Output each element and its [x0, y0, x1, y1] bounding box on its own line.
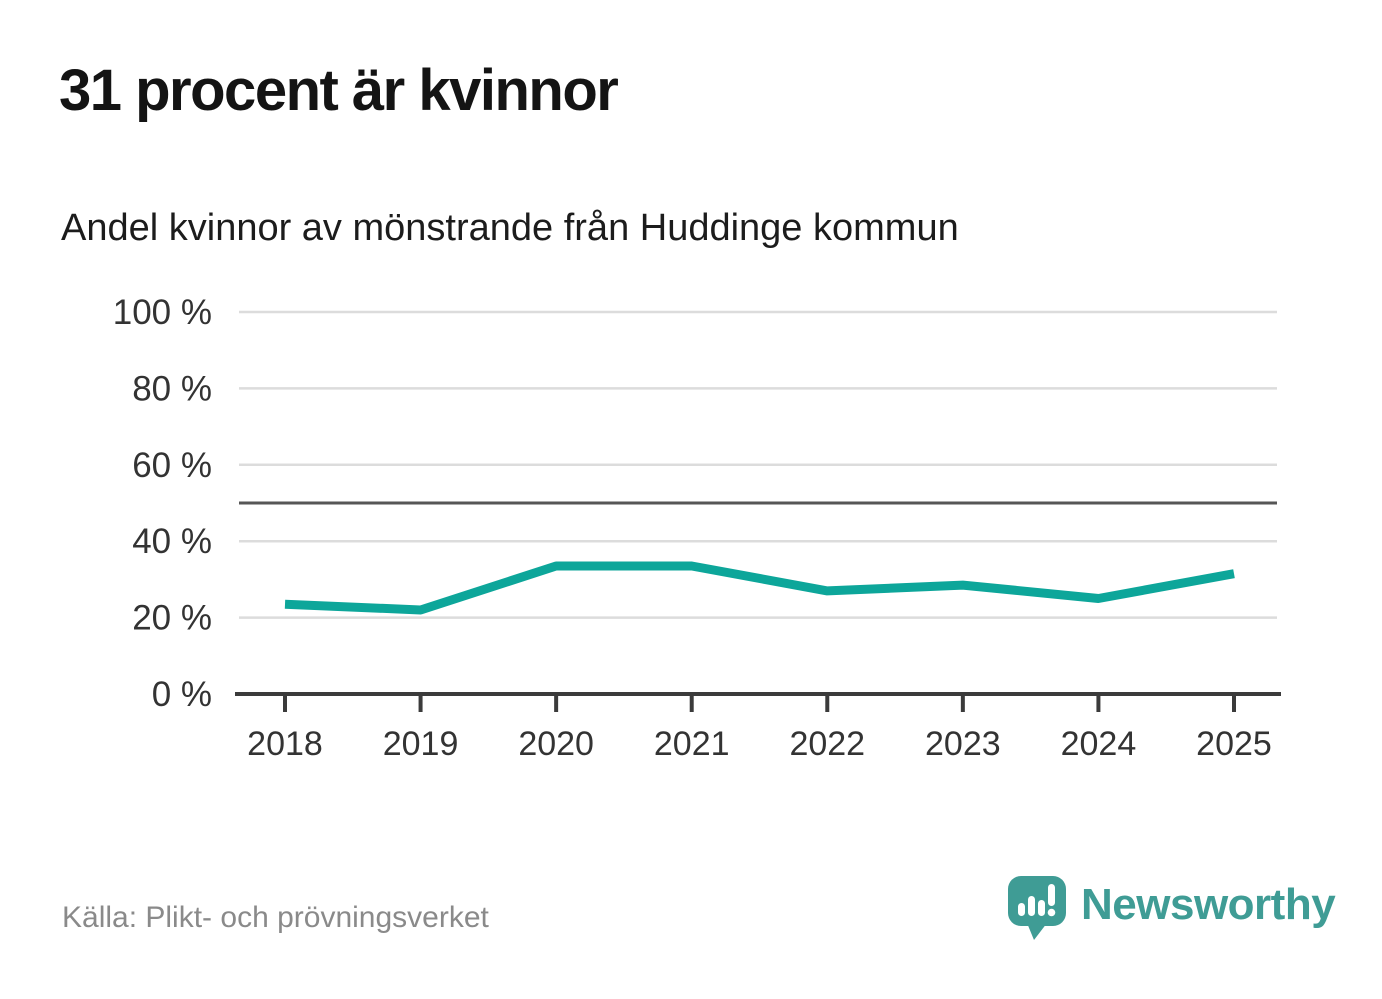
- y-tick-label: 80 %: [132, 369, 212, 408]
- newsworthy-logo-text: Newsworthy: [1081, 880, 1336, 929]
- y-tick-label: 20 %: [132, 599, 212, 638]
- y-tick-label: 40 %: [132, 522, 212, 561]
- chart-title: 31 procent är kvinnor: [59, 58, 619, 123]
- x-tick-label: 2023: [925, 725, 1001, 763]
- newsworthy-logo: Newsworthy: [1008, 876, 1336, 942]
- x-tick-label: 2021: [654, 725, 730, 763]
- x-tick-label: 2022: [789, 725, 865, 763]
- y-tick-label: 100 %: [113, 293, 212, 332]
- data-line: [284, 561, 1235, 615]
- y-tick-label: 60 %: [132, 446, 212, 485]
- x-tick-label: 2020: [518, 725, 594, 763]
- source-note: Källa: Plikt- och prövningsverket: [62, 901, 489, 934]
- chart-subtitle: Andel kvinnor av mönstrande från Hudding…: [61, 207, 959, 249]
- x-tick-label: 2018: [247, 725, 323, 763]
- newsworthy-logo-icon: [1008, 876, 1066, 940]
- y-tick-label: 0 %: [152, 675, 212, 714]
- x-tick-label: 2019: [383, 725, 459, 763]
- x-tick-label: 2025: [1196, 725, 1272, 763]
- x-tick-label: 2024: [1061, 725, 1137, 763]
